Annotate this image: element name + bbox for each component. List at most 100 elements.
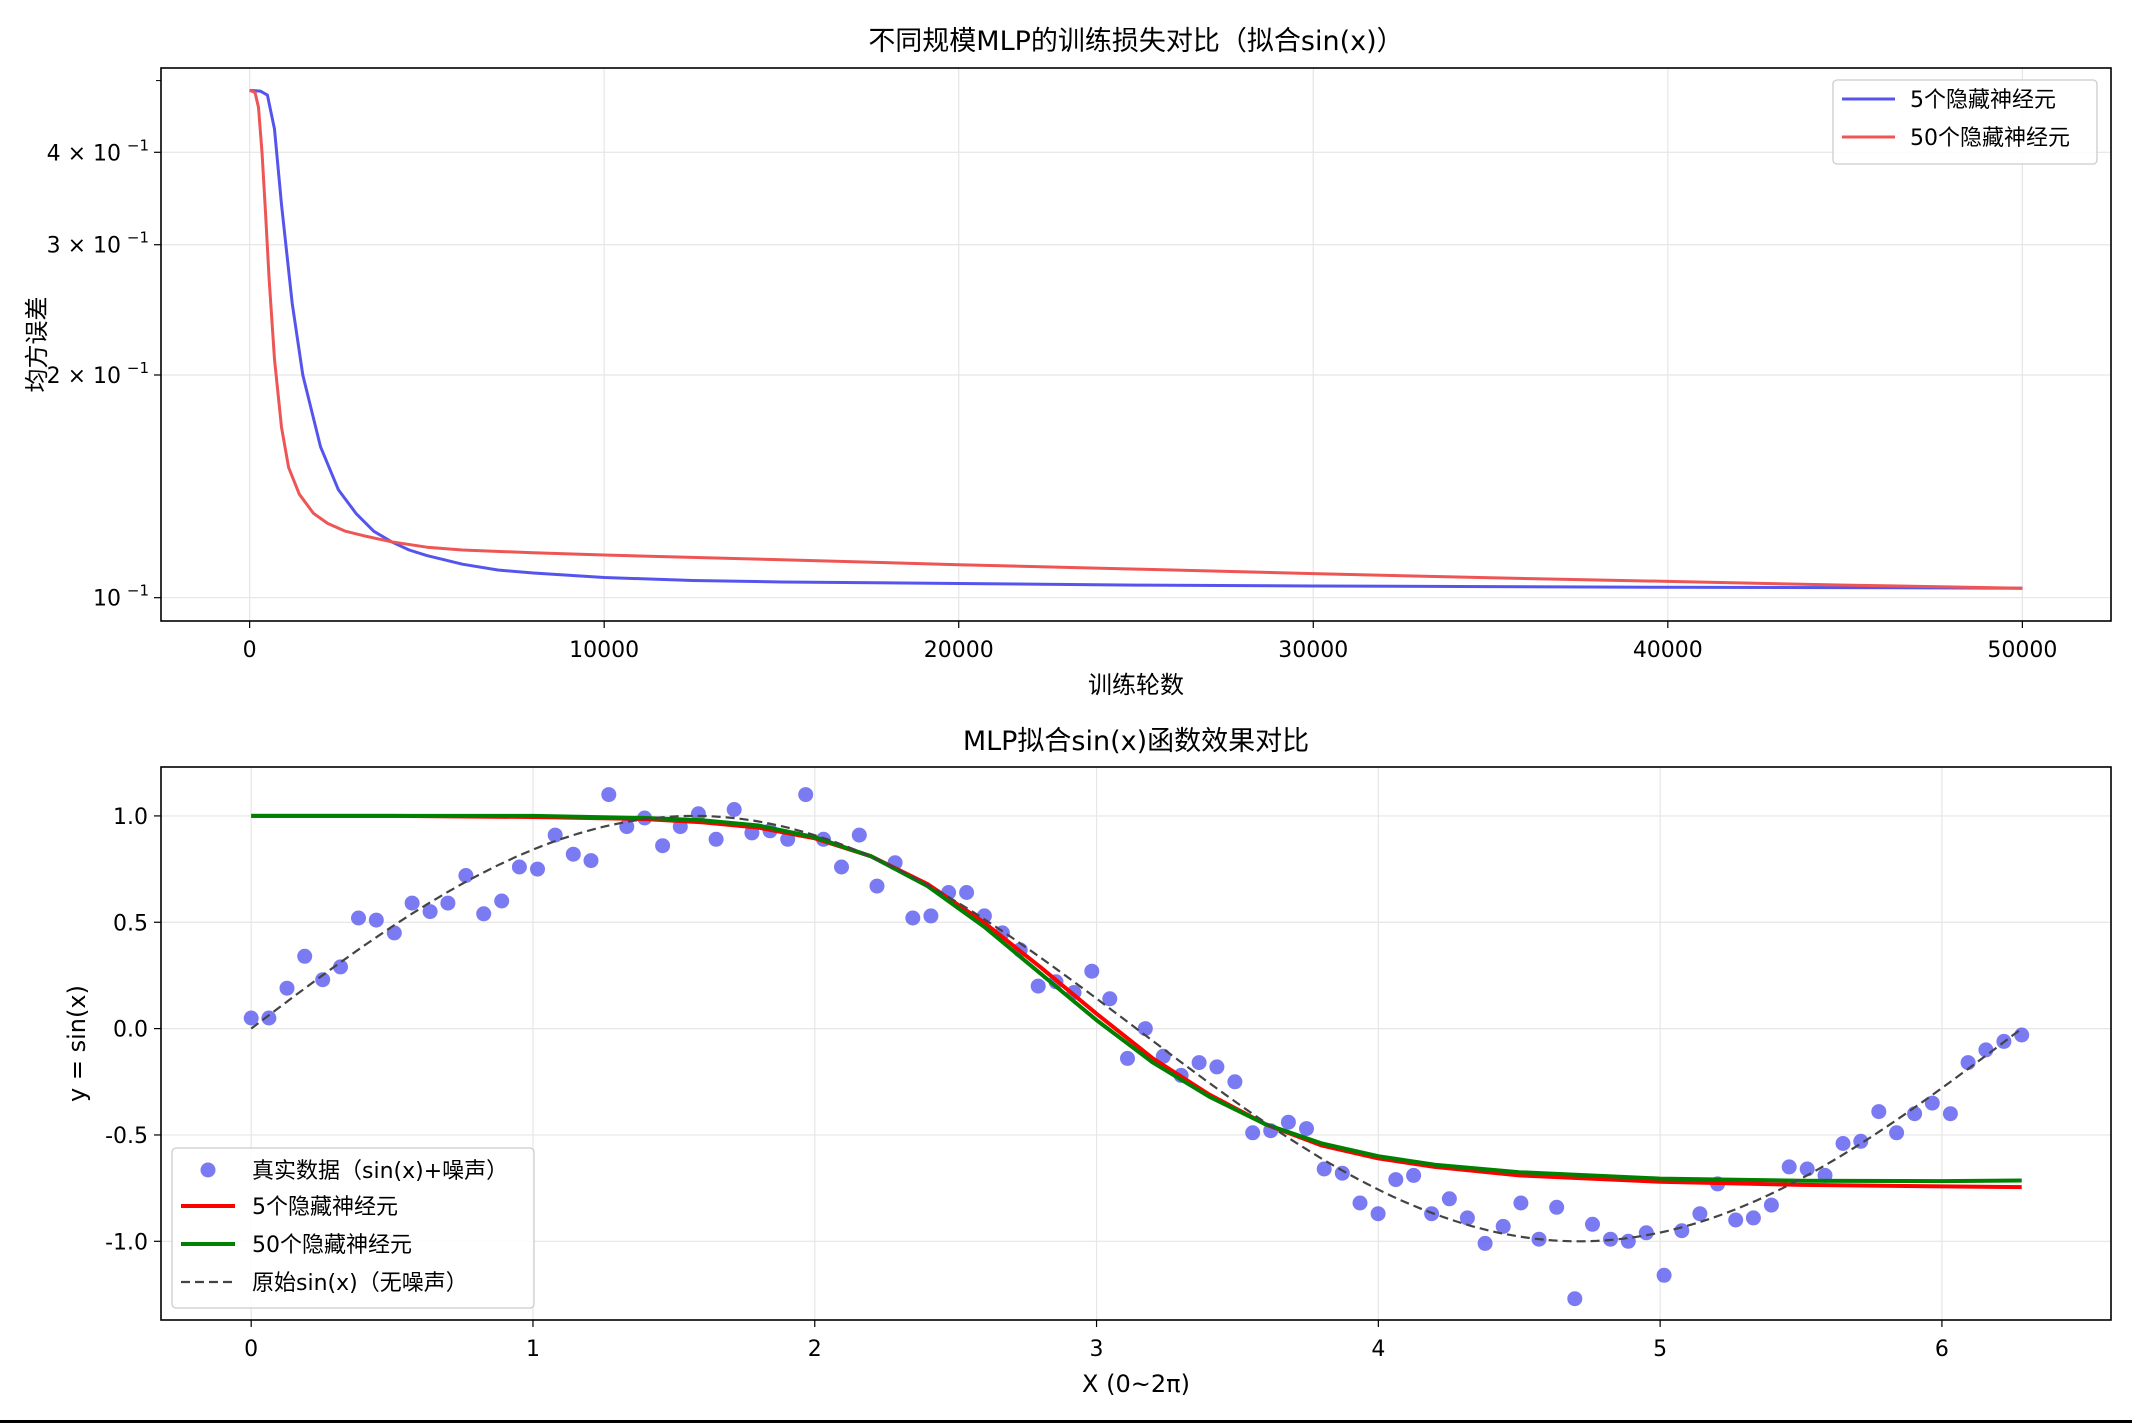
fit-y-axis-label: y = sin(x) (63, 985, 91, 1102)
data-point (1978, 1042, 1994, 1058)
loss-y-tick-exponent: −1 (127, 229, 149, 247)
data-point (1942, 1106, 1958, 1122)
data-point (511, 859, 527, 875)
data-point (333, 959, 348, 975)
data-point (905, 910, 921, 926)
loss-series-line-h5 (249, 88, 2023, 590)
loss-y-tick-exponent: −1 (127, 359, 149, 377)
data-point (583, 853, 599, 869)
data-point (1406, 1167, 1422, 1183)
fit-y-tick-label: -1.0 (105, 1230, 148, 1255)
data-point (923, 908, 939, 924)
data-point (1280, 1114, 1296, 1130)
data-point (243, 1010, 259, 1026)
data-point (476, 906, 492, 922)
fit-y-tick-label: 0.5 (113, 911, 148, 936)
data-point (959, 885, 975, 900)
data-point (1567, 1291, 1583, 1307)
data-point (1102, 991, 1118, 1007)
data-point (1692, 1206, 1708, 1222)
data-point (404, 895, 420, 911)
loss-y-tick-label: 4 × 10 (47, 141, 121, 166)
data-point (1209, 1059, 1225, 1075)
data-point (1388, 1172, 1404, 1188)
figure-bottom-border (0, 1420, 2132, 1423)
data-point (1835, 1136, 1851, 1151)
fit-x-tick-label: 3 (1090, 1337, 1104, 1362)
loss-y-tick-label: 2 × 10 (47, 364, 121, 389)
fit-chart-title: MLP拟合sin(x)函数效果对比 (963, 726, 1309, 757)
data-point (1585, 1216, 1600, 1232)
data-point (351, 910, 366, 926)
data-point (708, 831, 724, 847)
data-point (440, 895, 456, 911)
loss-x-tick-label: 40000 (1633, 638, 1703, 663)
data-point (297, 948, 313, 964)
loss-legend-box (1832, 79, 2098, 165)
data-point (1799, 1161, 1815, 1177)
data-point (1513, 1195, 1529, 1211)
loss-y-tick-label: 10 (93, 587, 121, 612)
data-point (1245, 1125, 1261, 1141)
fit-x-axis-label: X (0~2π) (1082, 1370, 1190, 1398)
data-point (1763, 1197, 1779, 1213)
data-point (655, 838, 671, 854)
loss-legend-label: 50个隐藏神经元 (1910, 126, 2070, 151)
loss-x-tick-label: 30000 (1278, 638, 1348, 663)
data-point (798, 787, 814, 803)
loss-y-tick-exponent: −1 (127, 136, 149, 154)
fit-chart: 0 1 2 3 4 5 6 1.0 0.5 0.0 -0.5 -1.0 MLP拟合sin(x)函数效果对… (63, 726, 2112, 1398)
data-point (315, 972, 331, 988)
data-point (261, 1010, 277, 1026)
fit-legend-label: 5个隐藏神经元 (252, 1195, 398, 1220)
data-point (869, 878, 885, 894)
data-point (1084, 963, 1100, 979)
data-point (458, 868, 474, 883)
data-point (1620, 1233, 1636, 1249)
data-point (601, 787, 617, 803)
data-point (1638, 1225, 1654, 1241)
data-point (834, 859, 849, 875)
loss-legend-label: 5个隐藏神经元 (1910, 88, 2056, 113)
data-point (1370, 1206, 1386, 1222)
fit-series-line-h50 (251, 813, 2022, 1184)
fit-y-tick-label: -0.5 (105, 1124, 148, 1149)
loss-y-tick-label: 3 × 10 (47, 234, 121, 259)
data-point (368, 912, 384, 928)
data-point (1745, 1210, 1761, 1226)
data-point (851, 827, 867, 843)
data-point (494, 893, 510, 909)
loss-x-tick-label: 0 (243, 638, 257, 663)
loss-chart-title: 不同规模MLP的训练损失对比（拟合sin(x)） (868, 26, 1403, 57)
data-point (1137, 1021, 1153, 1037)
fit-legend-label: 原始sin(x)（无噪声） (252, 1271, 468, 1296)
data-point (1549, 1199, 1565, 1215)
data-point (726, 802, 742, 817)
data-point (565, 846, 581, 862)
data-point (1227, 1074, 1243, 1090)
fit-legend-swatch-scatter (200, 1162, 216, 1178)
loss-x-tick-label: 10000 (569, 638, 639, 663)
data-point (1781, 1159, 1797, 1175)
data-point (1495, 1218, 1511, 1234)
data-point (1459, 1210, 1475, 1226)
data-point (279, 980, 295, 996)
data-point (690, 806, 706, 822)
data-point (1656, 1267, 1672, 1283)
data-point (1316, 1161, 1332, 1177)
data-point (1299, 1121, 1314, 1137)
reference-sin-line (250, 814, 2023, 1243)
fit-x-tick-label: 4 (1371, 1337, 1385, 1362)
fit-legend-label: 50个隐藏神经元 (252, 1233, 412, 1258)
data-point (1477, 1235, 1493, 1251)
loss-plot-frame (160, 67, 2112, 622)
fit-plot-frame (160, 766, 2112, 1321)
fit-legend-box (171, 1147, 535, 1309)
fit-legend: 真实数据（sin(x)+噪声） 5个隐藏神经元 50个隐藏神经元原始sin(x)（无… (171, 1147, 535, 1309)
data-point (1728, 1212, 1744, 1228)
fit-x-tick-label: 0 (244, 1337, 258, 1362)
fit-x-tick-label: 1 (526, 1337, 540, 1362)
fit-x-tick-label: 5 (1653, 1337, 1667, 1362)
data-point (1889, 1125, 1905, 1141)
